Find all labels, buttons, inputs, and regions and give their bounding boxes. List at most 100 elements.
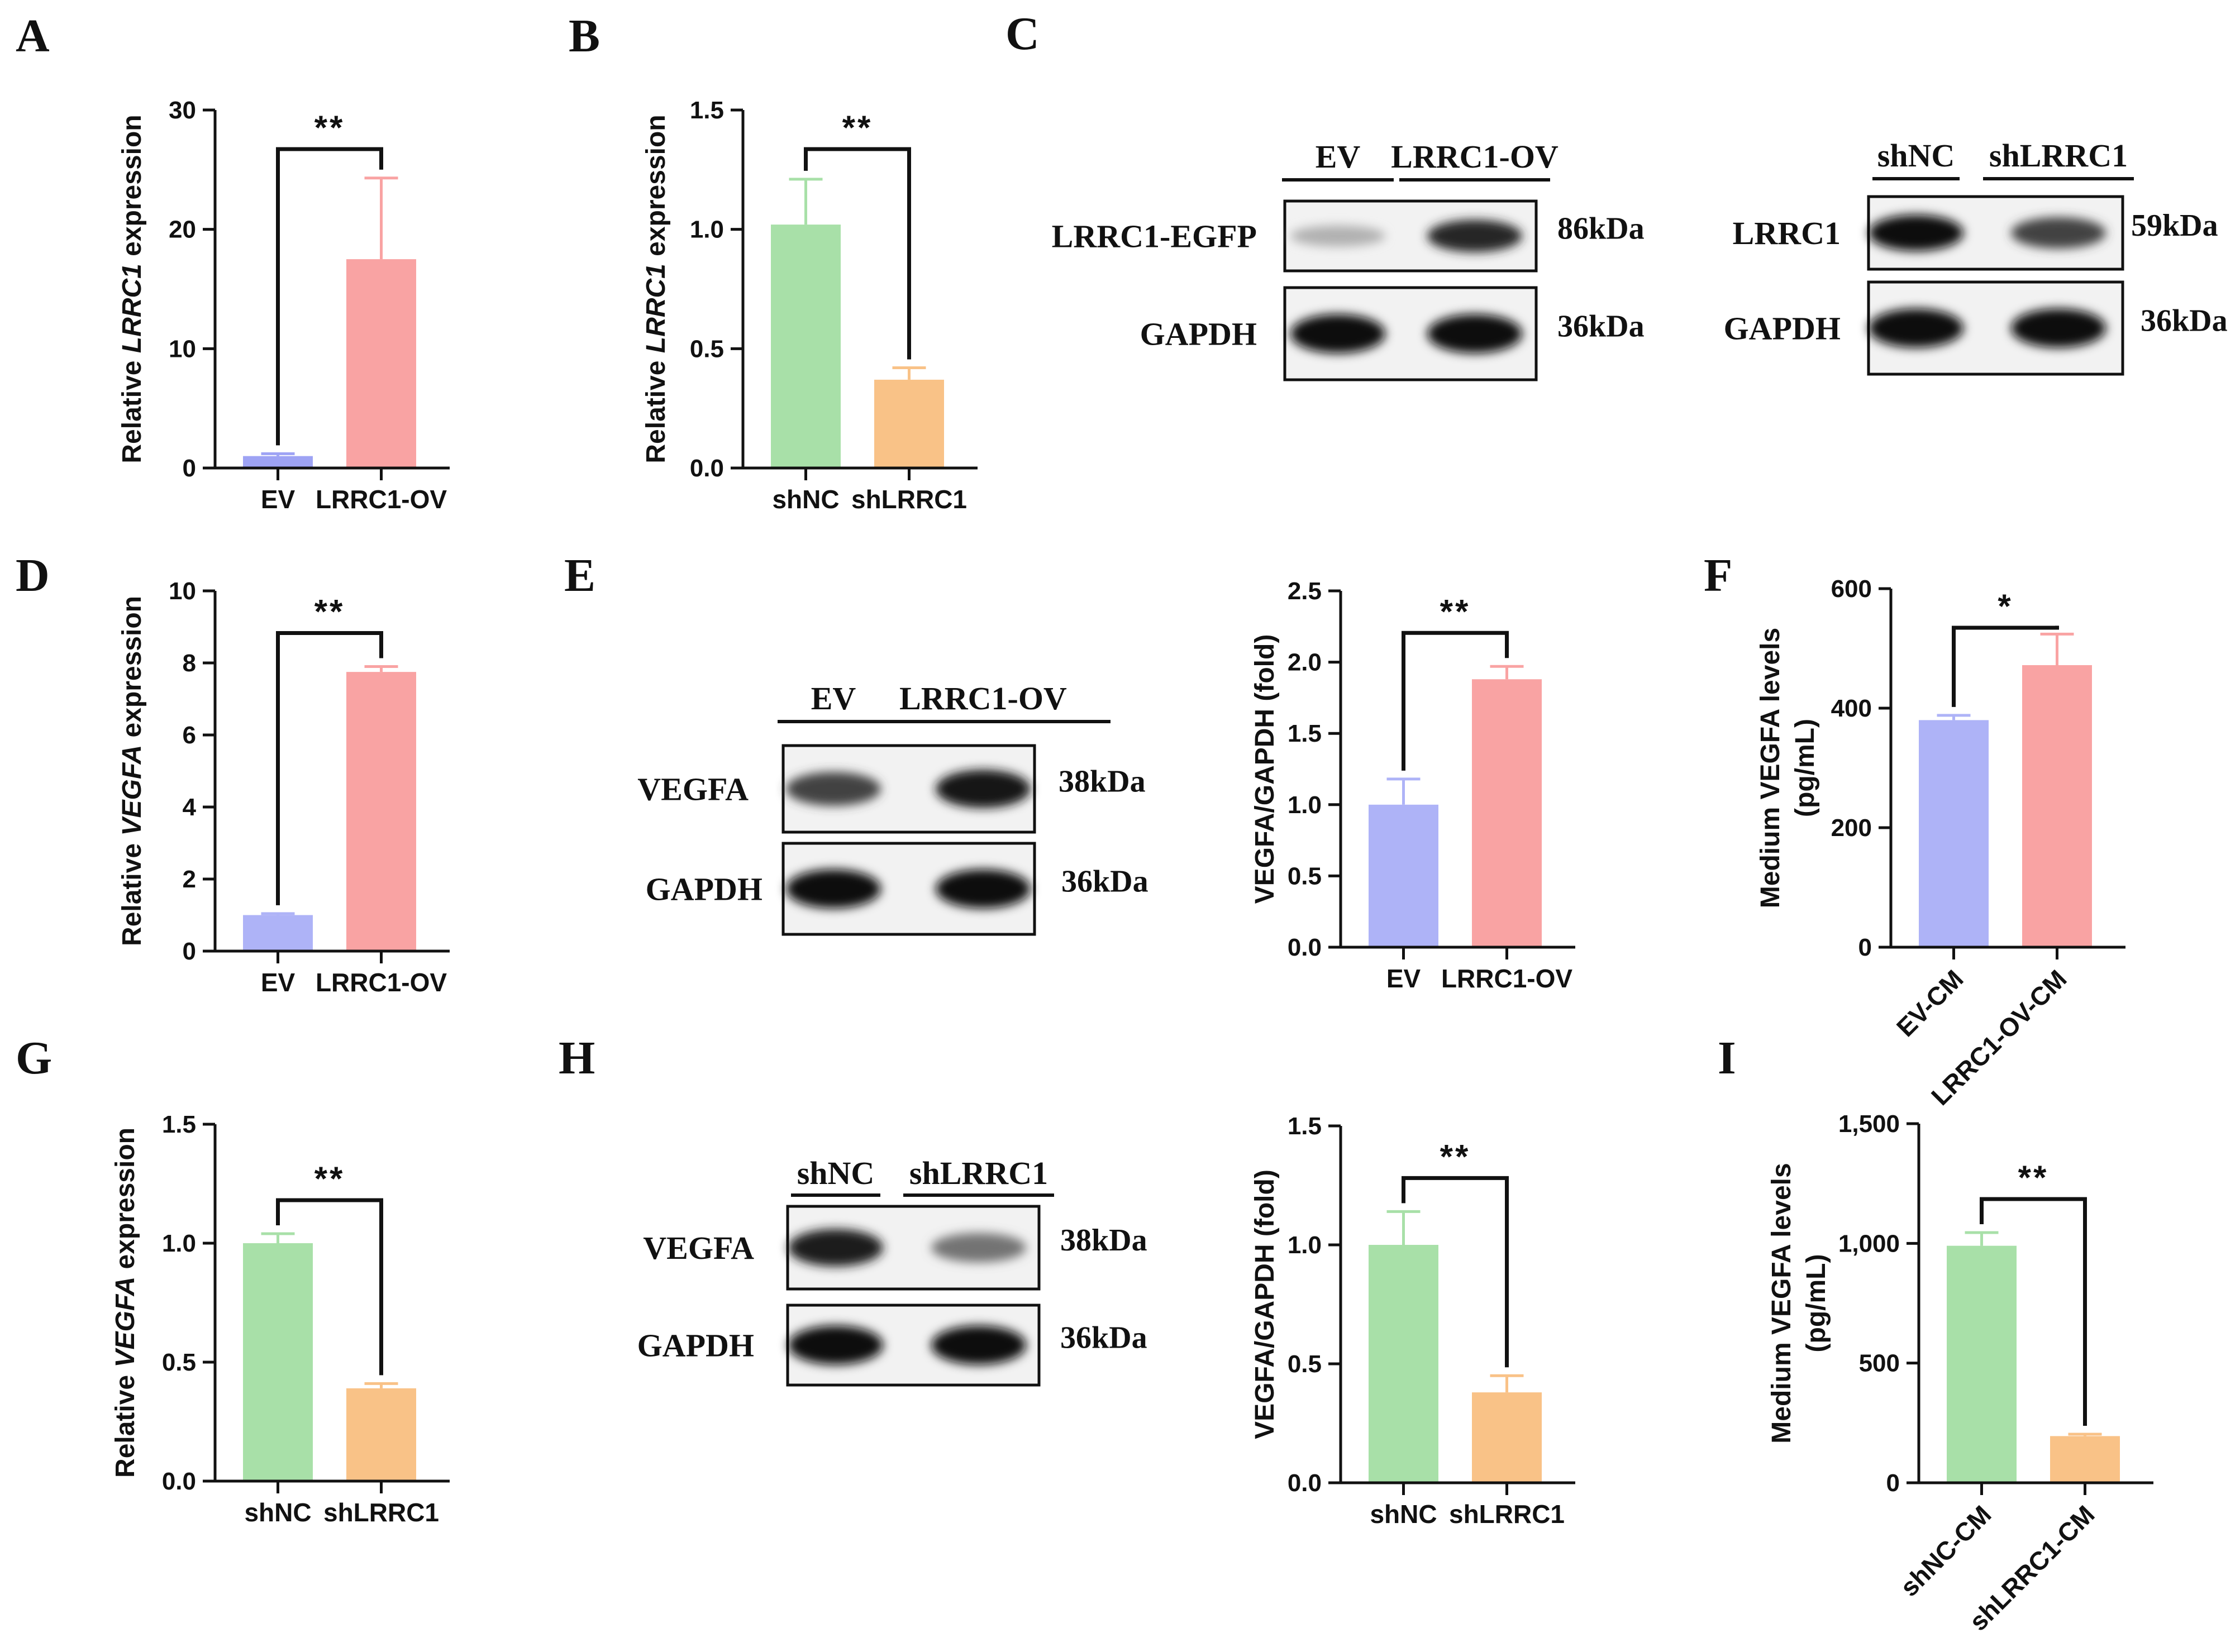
panel-h-y-label-part: VEGFA/GAPDH (fold) <box>1250 1169 1280 1439</box>
panel-letter-a: A <box>16 10 50 62</box>
panel-f-y-tick-label: 600 <box>1831 575 1872 603</box>
panel-b-x-label-shlrrc1: shLRRC1 <box>851 485 967 514</box>
panel-g-y-tick-label: 0.5 <box>162 1349 196 1376</box>
chart-panel-h: 0.0 0.5 1.0 1.5 shNC shLRRC1 VEGFA/GAPDH (fold… <box>1250 1113 1575 1529</box>
panel-b-y-label-gene: LRRC1 <box>641 264 671 353</box>
panel-g-x-label-shnc: shNC <box>244 1498 311 1527</box>
panel-b-y-label-part: expression <box>641 114 671 264</box>
blot-c-left-protein-label-lrrc1-egfp: LRRC1-EGFP <box>1052 218 1257 255</box>
panel-g-x-label-shlrrc1: shLRRC1 <box>323 1498 439 1527</box>
panel-e-bar-ev <box>1369 804 1438 947</box>
panel-f-bar-ev-cm <box>1919 720 1989 947</box>
panel-f-y-tick-label: 0 <box>1858 934 1872 961</box>
panel-i-y-tick-label: 1,000 <box>1838 1230 1900 1257</box>
panel-b-significance-label: ** <box>842 109 873 146</box>
blot-e-blot-kda-label: 36kDa <box>1061 865 1148 899</box>
western-blot-c-right: shNC shLRRC1 LRRC1 59kDa GAPDH 36kDa <box>1724 137 2228 376</box>
panel-e-y-tick-label: 0.0 <box>1288 934 1322 961</box>
panel-letter-h: H <box>559 1032 595 1084</box>
blot-e-blot-kda-label: 38kDa <box>1059 765 1146 799</box>
panel-letter-b: B <box>569 10 600 62</box>
blot-e-blot-band-gapdh-lrrc1-ov <box>936 869 1031 909</box>
panel-h-significance-label: ** <box>1440 1138 1471 1175</box>
panel-a-y-tick-label: 10 <box>169 335 196 362</box>
blot-c-left-band-gapdh-lrrc1-ov <box>1427 314 1522 354</box>
blot-c-right-band-gapdh-shlrrc1 <box>2011 308 2106 348</box>
panel-d-y-tick-label: 6 <box>183 722 196 749</box>
panel-d-significance-bracket <box>276 631 383 905</box>
panel-a-y-tick-label: 30 <box>169 97 196 124</box>
panel-i-y-label: Medium VEGFA levels <box>1767 1163 1796 1443</box>
panel-a-y-label-gene: LRRC1 <box>117 264 147 353</box>
blot-c-left-band-lrrc1-egfp-lrrc1-ov <box>1427 219 1522 252</box>
chart-panel-a: 0 10 20 30 EV LRRC1-OV Relative LRRC1 expressi… <box>117 97 450 514</box>
panel-letter-c: C <box>1005 8 1040 60</box>
panel-e-significance-bracket <box>1402 631 1509 771</box>
panel-h-y-tick-label: 1.0 <box>1288 1231 1322 1259</box>
panel-e-y-label: VEGFA/GAPDH (fold) <box>1250 634 1280 904</box>
panel-e-x-label-lrrc1-ov: LRRC1-OV <box>1441 964 1572 993</box>
panel-d-y-tick-label: 2 <box>183 866 196 893</box>
panel-b-y-tick-label: 1.5 <box>690 97 724 124</box>
panel-i-x-label-shnc-cm: shNC-CM <box>1894 1500 1996 1602</box>
panel-f-y-tick-label: 400 <box>1831 695 1872 722</box>
panel-g-y-label: Relative VEGFA expression <box>111 1128 140 1478</box>
panel-b-bar-shlrrc1 <box>874 379 944 468</box>
blot-h-blot-lane-label-shnc: shNC <box>797 1155 875 1191</box>
chart-panel-b: 0.0 0.5 1.0 1.5 shNC shLRRC1 Relative LRRC1 ex… <box>641 97 978 514</box>
blot-e-blot-band-vegfa-lrrc1-ov <box>936 770 1031 808</box>
blot-c-left-protein-label-gapdh: GAPDH <box>1140 316 1257 352</box>
panel-b-significance-bracket <box>804 147 911 360</box>
panel-i-significance-bracket <box>1980 1197 2087 1426</box>
western-blot-h: shNC shLRRC1 VEGFA 38kDa GAPDH 36kDa <box>637 1155 1147 1387</box>
blot-c-left-lane-label-ev: EV <box>1316 139 1361 175</box>
panel-i-y-tick-label: 500 <box>1859 1350 1900 1377</box>
blot-h-blot-kda-label: 36kDa <box>1060 1321 1147 1355</box>
panel-i-y-label-unit: (pg/mL) <box>1801 1254 1831 1353</box>
panel-letter-i: I <box>1718 1032 1736 1084</box>
blot-h-blot-protein-label-vegfa: VEGFA <box>643 1230 754 1266</box>
western-blot-c-left: EV LRRC1-OV LRRC1-EGFP 86kDa GAPDH 36kDa <box>1052 139 1645 381</box>
panel-i-significance-label: ** <box>2018 1159 2049 1196</box>
panel-d-bar-lrrc1-ov <box>346 672 416 951</box>
panel-a-y-tick-label: 0 <box>183 455 196 482</box>
panel-h-bar-shlrrc1 <box>1472 1392 1542 1483</box>
blot-h-blot-band-vegfa-shnc <box>788 1229 883 1267</box>
panel-a-y-tick-label: 20 <box>169 216 196 243</box>
chart-panel-d: 0 2 4 6 8 10 EV LRRC1-OV Relative VEGFA expressi… <box>117 577 450 997</box>
panel-letter-g: G <box>16 1032 52 1084</box>
panel-h-bar-shnc <box>1369 1245 1438 1483</box>
blot-c-right-band-gapdh-shnc <box>1869 308 1963 348</box>
panel-letter-d: D <box>16 550 50 601</box>
blot-e-blot-lane-label-lrrc1-ov: LRRC1-OV <box>899 680 1067 717</box>
panel-d-bar-ev <box>243 915 313 951</box>
panel-d-y-label-gene: VEGFA <box>117 745 147 836</box>
panel-g-significance-bracket <box>276 1198 383 1376</box>
panel-f-y-label: Medium VEGFA levels <box>1756 628 1785 908</box>
blot-e-blot-lane-label-ev: EV <box>811 680 856 717</box>
blot-c-right-protein-label-gapdh: GAPDH <box>1724 311 1841 347</box>
blot-e-blot-protein-label-vegfa: VEGFA <box>637 771 749 808</box>
blot-c-right-band-lrrc1-shlrrc1 <box>2011 217 2106 249</box>
panel-a-significance-bracket <box>276 147 383 446</box>
panel-a-y-label-part: expression <box>117 114 147 264</box>
panel-a-y-label-part: Relative <box>117 353 147 463</box>
panel-e-significance-label: ** <box>1440 593 1471 630</box>
panel-d-y-label: Relative VEGFA expression <box>117 596 147 946</box>
panel-f-x-label-ev-cm: EV-CM <box>1891 964 1969 1042</box>
panel-b-y-label-part: Relative <box>641 353 671 463</box>
panel-e-y-label-part: VEGFA/GAPDH (fold) <box>1250 634 1280 904</box>
panel-h-y-tick-label: 0.0 <box>1288 1469 1322 1497</box>
panel-d-y-tick-label: 4 <box>183 794 197 821</box>
panel-d-y-tick-label: 8 <box>183 650 196 677</box>
panel-g-y-tick-label: 0.0 <box>162 1468 196 1495</box>
blot-c-left-lane-label-lrrc1-ov: LRRC1-OV <box>1391 139 1559 175</box>
panel-e-x-label-ev: EV <box>1386 964 1421 993</box>
panel-a-x-label-lrrc1-ov: LRRC1-OV <box>316 485 447 514</box>
panel-a-significance-label: ** <box>314 109 345 146</box>
blot-c-right-band-lrrc1-shnc <box>1869 214 1963 251</box>
western-blot-e: EV LRRC1-OV VEGFA 38kDa GAPDH 36kDa <box>637 680 1148 936</box>
panel-h-y-tick-label: 0.5 <box>1288 1350 1322 1378</box>
